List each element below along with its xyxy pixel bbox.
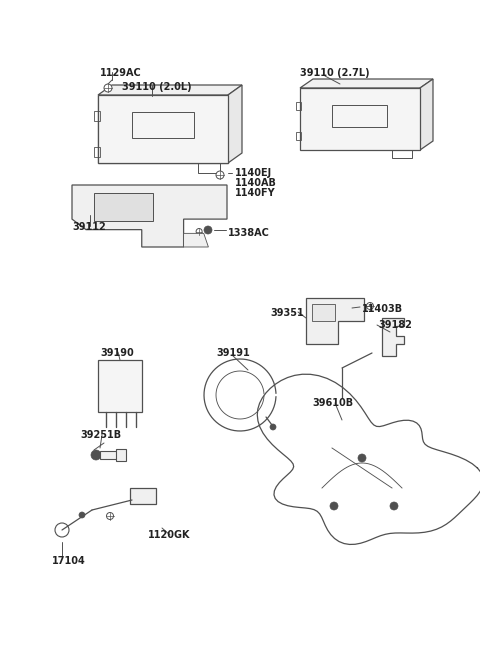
Circle shape (367, 303, 373, 310)
Circle shape (104, 84, 112, 92)
Text: 1120GK: 1120GK (148, 530, 191, 540)
Text: 17104: 17104 (52, 556, 86, 566)
Text: 39610B: 39610B (312, 398, 353, 408)
Text: 1140EJ: 1140EJ (235, 168, 272, 178)
Circle shape (107, 512, 113, 519)
Bar (132, 112, 194, 138)
Circle shape (216, 171, 224, 179)
Bar (98, 95, 228, 163)
Circle shape (204, 226, 212, 234)
Text: 11403B: 11403B (362, 304, 403, 314)
Text: 39112: 39112 (72, 222, 106, 232)
Circle shape (358, 454, 366, 462)
Polygon shape (300, 79, 433, 88)
Circle shape (330, 502, 338, 510)
Bar (94, 111, 100, 121)
Polygon shape (306, 298, 364, 344)
Text: 1140AB: 1140AB (235, 178, 277, 188)
Text: 39190: 39190 (100, 348, 134, 358)
Bar (98, 360, 142, 412)
Polygon shape (72, 185, 227, 247)
Polygon shape (420, 79, 433, 150)
Polygon shape (228, 85, 242, 163)
Bar (98, 95, 228, 163)
Bar (94, 147, 100, 157)
Bar (332, 105, 387, 127)
Text: 39351: 39351 (270, 308, 304, 318)
Text: 39191: 39191 (216, 348, 250, 358)
Circle shape (55, 523, 69, 537)
Bar (130, 488, 156, 504)
Text: 1338AC: 1338AC (228, 228, 270, 238)
Text: 39110 (2.7L): 39110 (2.7L) (300, 68, 370, 78)
Circle shape (196, 229, 202, 234)
Polygon shape (183, 233, 208, 247)
Bar (296, 132, 301, 140)
Circle shape (91, 450, 101, 460)
Bar (116, 449, 126, 461)
Text: 39110 (2.0L): 39110 (2.0L) (122, 82, 192, 92)
Circle shape (79, 512, 85, 518)
Bar (94, 193, 153, 221)
Circle shape (270, 424, 276, 430)
Text: 39182: 39182 (378, 320, 412, 330)
Text: 1140FY: 1140FY (235, 188, 276, 198)
Polygon shape (98, 85, 242, 95)
Bar (100, 451, 118, 459)
Bar (300, 88, 420, 150)
Polygon shape (382, 318, 404, 356)
Bar (296, 102, 301, 110)
Bar (312, 304, 335, 322)
Text: 39251B: 39251B (80, 430, 121, 440)
Bar (392, 150, 412, 158)
Text: 1129AC: 1129AC (100, 68, 142, 78)
Bar (198, 163, 220, 173)
Circle shape (390, 502, 398, 510)
